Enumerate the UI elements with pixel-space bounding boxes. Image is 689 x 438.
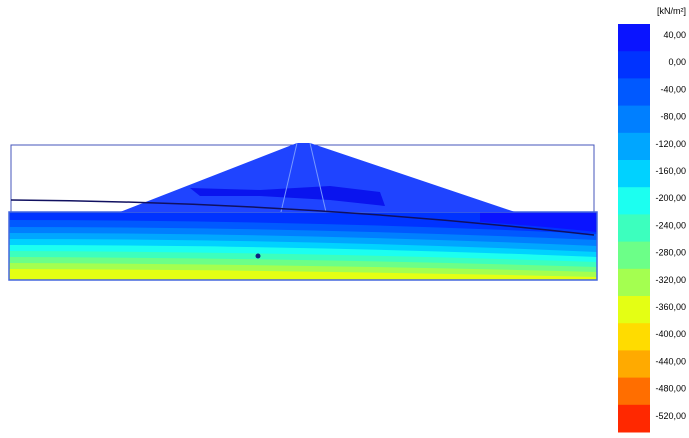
core-line — [280, 142, 298, 213]
point — [255, 253, 261, 259]
legend: [kN/m²] 40,00 0,00 -40,00 -80,00 -120,00 -160… — [618, 6, 686, 433]
legend-label: -160,00 — [655, 166, 686, 176]
legend-swatch — [618, 51, 650, 79]
legend-swatch — [618, 241, 650, 270]
legend-swatch — [618, 132, 650, 161]
legend-swatch — [618, 268, 650, 297]
legend-label: -40,00 — [660, 84, 686, 94]
legend-swatch — [618, 323, 650, 351]
legend-swatch — [618, 24, 650, 52]
legend-label: -280,00 — [655, 248, 686, 258]
legend-label: -120,00 — [655, 139, 686, 149]
core-line — [309, 142, 327, 213]
legend-swatch — [618, 214, 650, 243]
legend-swatch — [618, 350, 650, 379]
legend-label: -360,00 — [655, 302, 686, 312]
legend-label: -440,00 — [655, 356, 686, 366]
legend-swatch — [618, 160, 650, 188]
legend-label: -480,00 — [655, 384, 686, 394]
legend-swatch — [618, 105, 650, 134]
legend-swatch — [618, 404, 650, 433]
embankment-zone — [190, 186, 385, 206]
legend-swatch — [618, 377, 650, 406]
legend-swatch — [618, 187, 650, 215]
legend-label: 40,00 — [663, 30, 686, 40]
legend-label: -240,00 — [655, 220, 686, 230]
legend-unit: [kN/m²] — [657, 6, 686, 16]
legend-label: -520,00 — [655, 411, 686, 421]
legend-label: -320,00 — [655, 275, 686, 285]
legend-swatch — [618, 78, 650, 107]
phreatic-line — [10, 199, 595, 236]
legend-swatch — [618, 296, 650, 324]
legend-label: -80,00 — [660, 112, 686, 122]
legend-label: 0,00 — [668, 57, 686, 67]
soil-contours — [9, 212, 597, 280]
legend-label: -400,00 — [655, 329, 686, 339]
legend-label: -200,00 — [655, 193, 686, 203]
model-view — [8, 142, 598, 281]
